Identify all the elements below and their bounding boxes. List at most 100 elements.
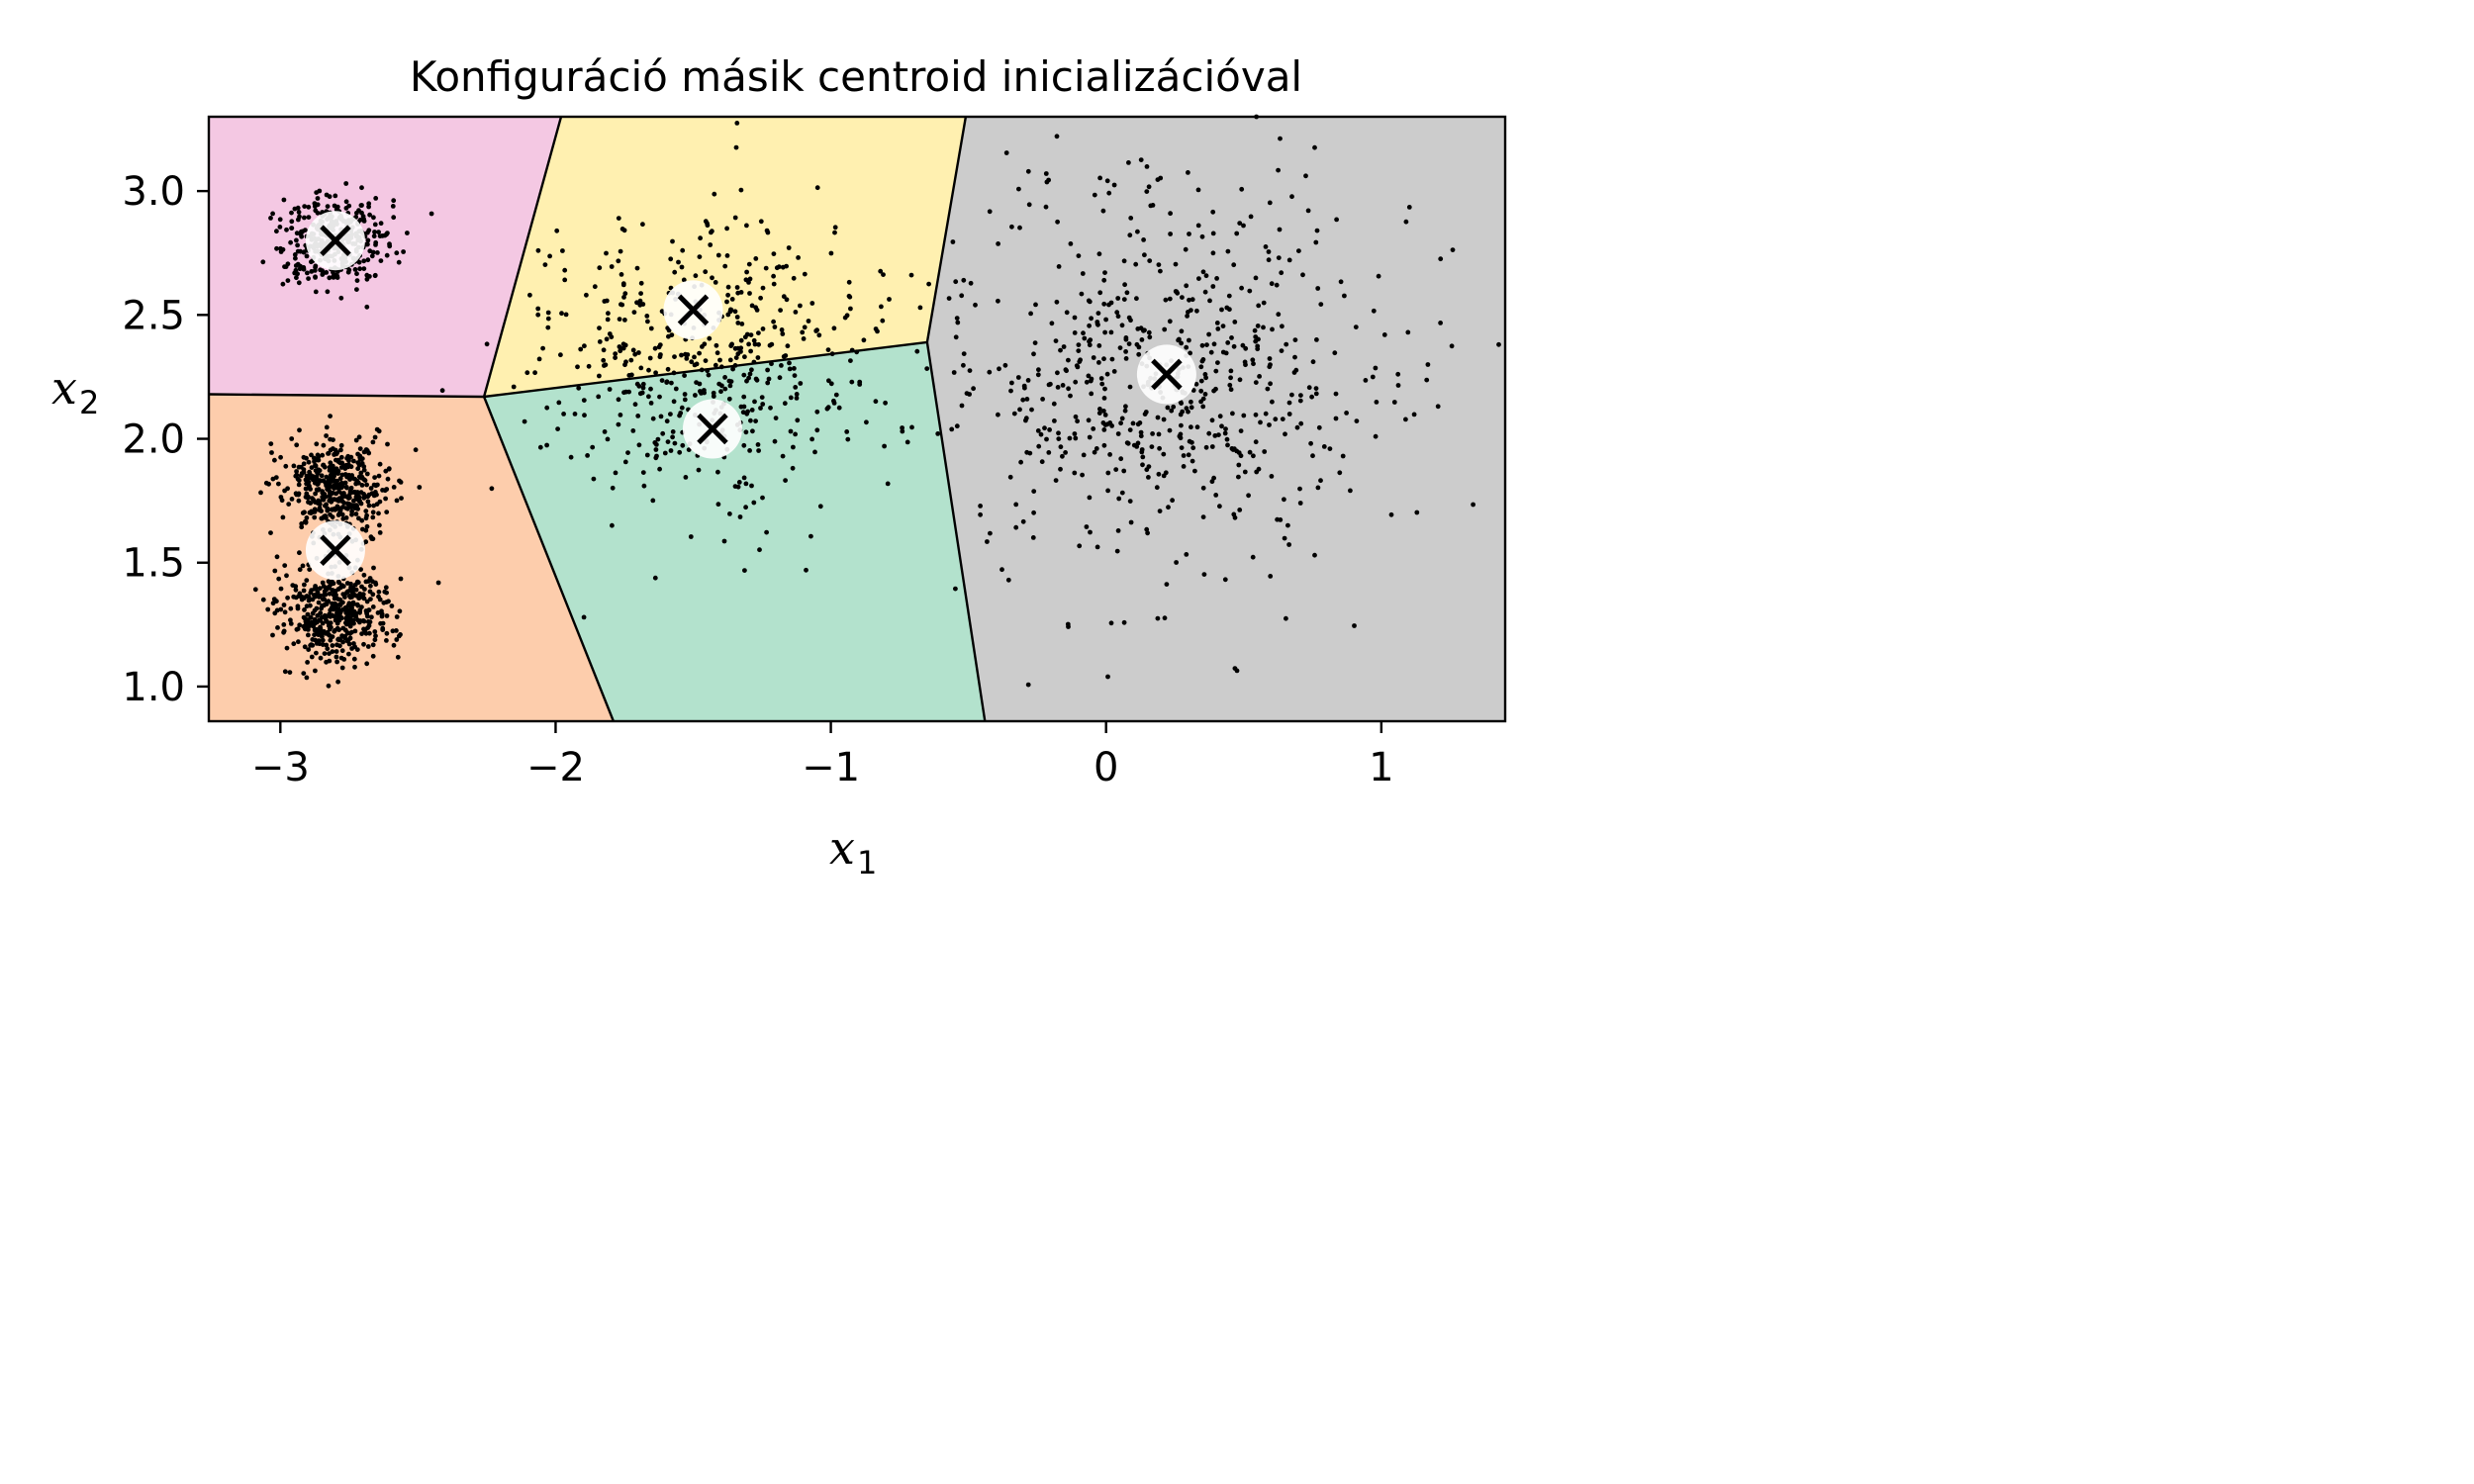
data-point <box>1167 319 1173 325</box>
data-point <box>321 442 327 448</box>
data-point <box>274 229 279 234</box>
centroid-1 <box>305 211 365 271</box>
data-point <box>1134 296 1139 302</box>
data-point <box>1190 445 1196 451</box>
data-point <box>1198 364 1204 370</box>
data-point <box>1239 285 1244 291</box>
data-point <box>1142 412 1148 417</box>
data-point <box>306 215 312 221</box>
data-point <box>669 380 674 386</box>
data-point <box>1136 351 1142 357</box>
data-point <box>320 620 326 626</box>
data-point <box>935 431 941 436</box>
data-point <box>317 508 323 512</box>
data-point <box>361 641 366 647</box>
data-point <box>312 620 318 626</box>
data-point <box>625 450 630 455</box>
data-point <box>339 460 345 466</box>
data-point <box>1230 411 1235 417</box>
data-point <box>734 315 740 320</box>
data-point <box>320 580 326 586</box>
data-point <box>655 436 661 442</box>
data-point <box>696 467 702 473</box>
data-point <box>597 339 603 344</box>
data-point <box>744 269 749 275</box>
centroid-markers <box>305 211 1196 581</box>
data-point <box>1105 488 1110 494</box>
data-point <box>1217 504 1222 510</box>
data-point <box>737 514 743 519</box>
data-point <box>924 366 930 371</box>
data-point <box>617 344 622 349</box>
data-point <box>686 447 692 452</box>
data-point <box>1204 342 1209 347</box>
data-point <box>1020 518 1026 524</box>
data-point <box>365 499 371 505</box>
data-point <box>951 370 957 375</box>
data-point <box>749 483 754 489</box>
data-point <box>356 259 362 265</box>
data-point <box>346 651 351 657</box>
data-point <box>1496 341 1501 347</box>
data-point <box>1101 356 1106 362</box>
data-point <box>312 632 317 638</box>
data-point <box>1303 173 1308 179</box>
data-point <box>743 481 749 487</box>
data-point <box>1195 187 1201 193</box>
data-point <box>320 272 326 277</box>
data-point <box>1267 422 1272 427</box>
data-point <box>725 284 731 290</box>
data-point <box>361 266 367 271</box>
data-point <box>1128 216 1134 221</box>
data-point <box>1086 373 1092 379</box>
data-point <box>327 591 333 597</box>
data-point <box>959 403 965 409</box>
data-point <box>435 580 441 586</box>
data-point <box>330 643 335 648</box>
data-point <box>339 484 345 489</box>
data-point <box>1414 510 1420 515</box>
data-point <box>887 297 892 302</box>
data-point <box>372 629 378 634</box>
data-point <box>373 196 379 201</box>
data-point <box>1315 485 1321 491</box>
data-point <box>1051 401 1057 407</box>
data-point <box>314 441 320 447</box>
data-point <box>316 457 322 463</box>
data-point <box>729 297 735 302</box>
data-point <box>744 223 749 229</box>
data-point <box>1033 302 1038 308</box>
data-point <box>1248 214 1254 220</box>
data-point <box>1253 412 1259 417</box>
data-point <box>1108 300 1114 306</box>
data-point <box>1298 420 1304 426</box>
data-point <box>1123 404 1128 410</box>
data-point <box>637 391 643 397</box>
data-point <box>361 477 367 483</box>
data-point <box>338 295 344 301</box>
data-point <box>282 264 287 269</box>
data-point <box>1234 231 1240 236</box>
data-point <box>350 585 356 591</box>
data-point <box>798 303 803 309</box>
data-point <box>677 449 683 455</box>
data-point <box>1173 261 1179 267</box>
data-point <box>313 668 318 674</box>
data-point <box>367 619 373 625</box>
data-point <box>554 228 560 233</box>
data-point <box>1371 308 1377 314</box>
data-point <box>988 530 993 536</box>
data-point <box>316 487 322 492</box>
data-point <box>1225 248 1231 254</box>
data-point <box>545 325 551 330</box>
data-point <box>1125 440 1131 446</box>
data-point <box>1096 360 1101 365</box>
data-point <box>324 424 330 430</box>
data-point <box>618 272 624 277</box>
data-point <box>1187 232 1191 236</box>
data-point <box>1381 332 1387 337</box>
data-point <box>1232 320 1238 325</box>
data-point <box>1269 474 1275 479</box>
data-point <box>375 610 381 615</box>
data-point <box>343 506 349 510</box>
